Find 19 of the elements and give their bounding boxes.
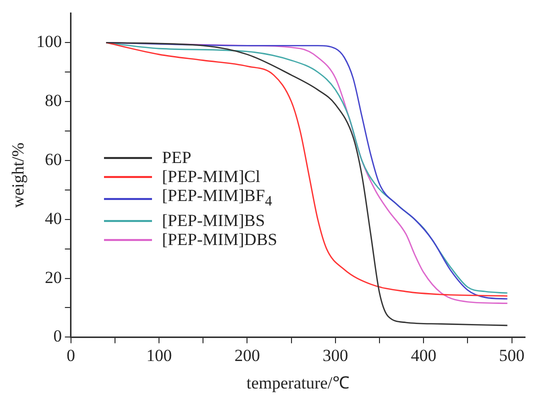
y-tick-label: 80 [44,91,62,110]
x-axis-title: temperature/℃ [246,373,350,392]
legend-label: [PEP-MIM]Cl [162,167,260,186]
y-tick-label: 60 [44,150,62,169]
legend-label: [PEP-MIM]DBS [162,230,278,250]
x-tick-label: 100 [146,346,172,365]
x-tick-label: 200 [234,346,260,365]
x-tick-label: 400 [410,346,436,365]
legend-label: [PEP-MIM]BF$_{4}$ [162,186,272,212]
y-tick-label: 40 [44,208,62,228]
y-tick-label: 0 [53,326,62,346]
x-tick-label: 0 [66,346,76,365]
legend-label: [PEP-MIM]BS [162,211,265,230]
y-tick-label: 20 [44,268,62,287]
y-tick-label: 100 [36,32,62,52]
legend-label: PEP [162,148,192,167]
x-tick-label: 300 [322,346,348,365]
y-axis-title: weight/% [8,142,28,208]
x-tick-label: 500 [499,346,525,365]
